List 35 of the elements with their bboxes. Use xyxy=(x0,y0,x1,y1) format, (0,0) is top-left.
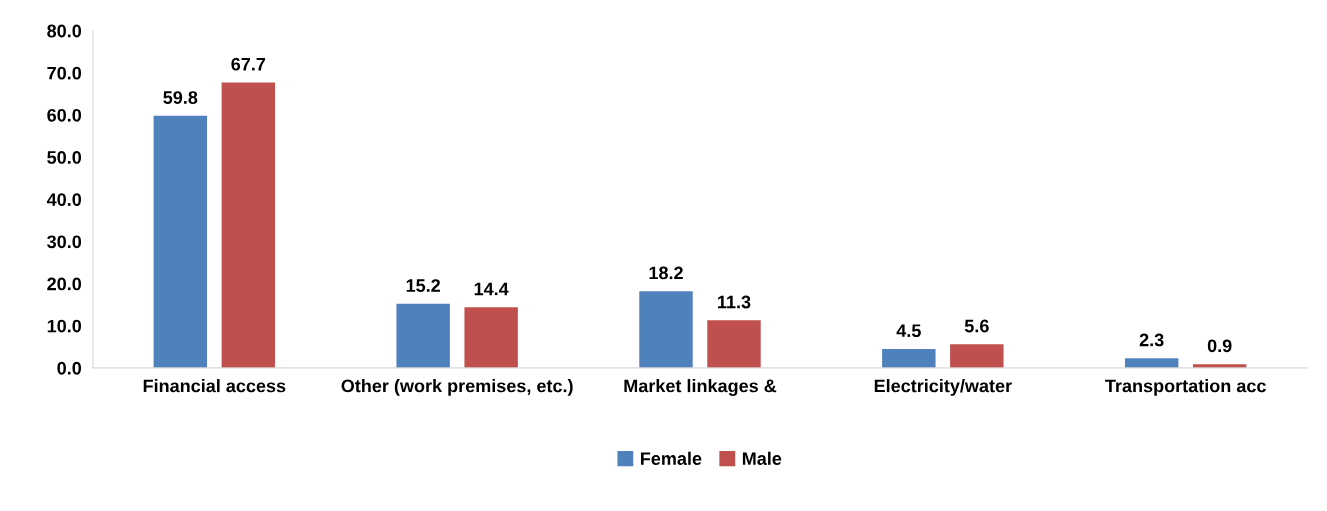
y-tick-label: 50.0 xyxy=(47,151,82,164)
bar xyxy=(464,307,518,368)
legend-label: Female xyxy=(640,451,702,465)
data-label: 2.3 xyxy=(1139,333,1164,347)
y-tick-label: 10.0 xyxy=(47,319,82,333)
data-label: 5.6 xyxy=(964,319,989,333)
bar xyxy=(639,291,693,368)
data-label: 11.3 xyxy=(718,295,751,309)
bar xyxy=(396,303,450,368)
data-label: 67.7 xyxy=(231,57,266,71)
y-tick-label: 70.0 xyxy=(47,66,82,80)
x-tick-label: Transportation acc xyxy=(1105,379,1266,396)
x-tick-label: Other (work premises, etc.) xyxy=(341,379,573,396)
data-label: 59.8 xyxy=(163,91,198,104)
y-tick-label: 30.0 xyxy=(47,235,82,249)
bar xyxy=(882,348,936,368)
bar xyxy=(950,344,1004,368)
x-tick-label: Financial access xyxy=(143,379,286,393)
bar xyxy=(707,320,761,368)
x-tick-label: Electricity/water xyxy=(874,379,1012,396)
x-tick-label: Market linkages & xyxy=(624,379,777,396)
bar xyxy=(153,115,208,368)
y-tick-label: 80.0 xyxy=(47,24,82,38)
legend-label: Male xyxy=(742,451,782,465)
y-tick-label: 0.0 xyxy=(57,361,82,375)
data-label: 14.4 xyxy=(474,282,509,296)
bar xyxy=(1124,358,1179,368)
data-label: 0.9 xyxy=(1207,339,1232,353)
y-tick-label: 20.0 xyxy=(47,277,82,291)
data-label: 15.2 xyxy=(406,279,440,292)
data-label: 4.5 xyxy=(896,324,921,338)
data-label: 18.2 xyxy=(649,266,683,280)
y-tick-label: 60.0 xyxy=(47,108,82,122)
y-tick-label: 40.0 xyxy=(46,193,82,207)
bar xyxy=(221,82,276,368)
